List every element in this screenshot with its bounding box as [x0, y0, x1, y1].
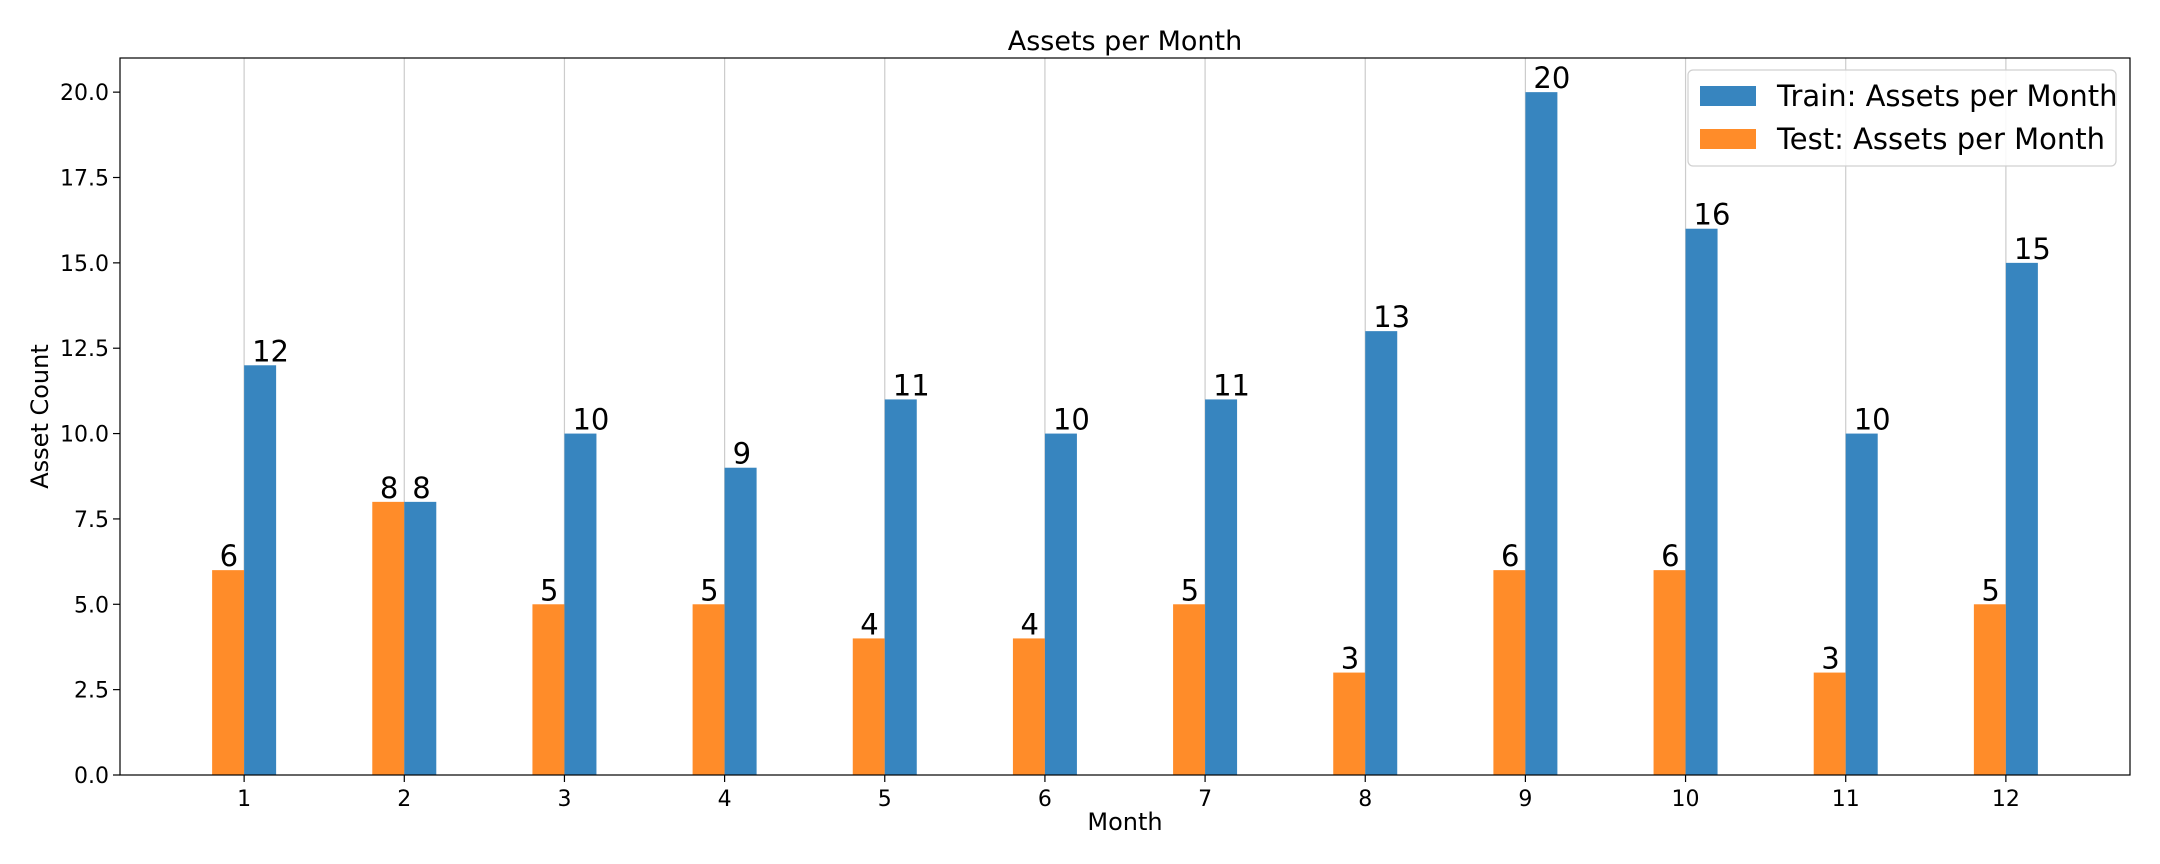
- train-bar: [2005, 262, 2038, 775]
- test-bar-label: 4: [1020, 607, 1038, 641]
- x-tick-label: 4: [718, 787, 732, 812]
- test-bar-label: 8: [380, 471, 398, 505]
- bar-labels: 6 12 8 8 5 10 5 9 4 11 4 10 5 11 3 13 6 20 6 16 3 10 5 15: [220, 61, 2051, 675]
- train-bar-label: 10: [1854, 403, 1891, 437]
- test-bar-label: 6: [220, 539, 238, 573]
- y-tick-label: 5.0: [74, 593, 109, 618]
- train-bar-label: 10: [572, 403, 609, 437]
- train-bar-label: 9: [733, 437, 751, 471]
- test-bar: [1493, 570, 1526, 775]
- train-bar: [564, 433, 597, 775]
- test-bar-label: 3: [1821, 642, 1839, 676]
- x-tick-label: 1: [237, 787, 251, 812]
- y-tick-label: 2.5: [74, 679, 109, 704]
- x-tick-label: 6: [1038, 787, 1052, 812]
- test-bar: [1653, 570, 1686, 775]
- test-bar-label: 3: [1341, 642, 1359, 676]
- test-bar-label: 5: [700, 573, 718, 607]
- x-tick-label: 12: [1992, 787, 2020, 812]
- train-bar: [404, 501, 437, 775]
- x-axis-label: Month: [1087, 808, 1162, 836]
- x-axis-ticks: 1 2 3 4 5 6 7 8 9 10 11 12: [237, 775, 2020, 812]
- x-tick-label: 3: [557, 787, 571, 812]
- train-bar-label: 16: [1694, 198, 1731, 232]
- plot-frame: [119, 57, 2131, 776]
- test-bar: [532, 604, 565, 775]
- test-bar: [1973, 604, 2006, 775]
- legend-label: Train: Assets per Month: [1776, 79, 2117, 113]
- test-bar: [1012, 638, 1045, 775]
- x-tick-label: 10: [1672, 787, 1700, 812]
- train-bar: [244, 365, 277, 775]
- test-bar-label: 4: [860, 607, 878, 641]
- train-bar: [1845, 433, 1878, 775]
- test-bar-label: 6: [1501, 539, 1519, 573]
- test-bar-label: 5: [540, 573, 558, 607]
- legend-swatch: [1700, 129, 1756, 149]
- test-bar: [212, 570, 245, 775]
- x-tick-label: 7: [1198, 787, 1212, 812]
- train-bar-label: 8: [412, 471, 430, 505]
- test-bar: [852, 638, 885, 775]
- x-tick-label: 8: [1358, 787, 1372, 812]
- train-bar: [1365, 331, 1398, 775]
- legend-swatch: [1700, 86, 1756, 106]
- train-bar: [884, 399, 917, 775]
- x-tick-label: 11: [1832, 787, 1860, 812]
- train-bar: [1685, 228, 1718, 775]
- y-tick-label: 0.0: [74, 764, 109, 789]
- train-bar: [1525, 92, 1558, 775]
- test-bar-label: 5: [1181, 573, 1199, 607]
- y-tick-label: 17.5: [60, 167, 109, 192]
- x-tick-label: 9: [1518, 787, 1532, 812]
- chart-title: Assets per Month: [1008, 26, 1243, 57]
- train-bar: [1044, 433, 1077, 775]
- test-bar: [692, 604, 725, 775]
- y-axis-label: Asset Count: [26, 344, 54, 489]
- test-bar-label: 5: [1981, 573, 1999, 607]
- test-bar: [1173, 604, 1206, 775]
- x-tick-label: 5: [878, 787, 892, 812]
- legend-label: Test: Assets per Month: [1776, 122, 2105, 156]
- x-tick-label: 2: [397, 787, 411, 812]
- y-tick-label: 15.0: [60, 252, 109, 277]
- train-bar: [1205, 399, 1238, 775]
- train-bar-label: 15: [2014, 232, 2051, 266]
- train-bar-label: 10: [1053, 403, 1090, 437]
- test-bar: [372, 501, 405, 775]
- legend: Train: Assets per Month Test: Assets per …: [1687, 69, 2117, 167]
- test-bar: [1333, 672, 1366, 775]
- train-bar-label: 12: [252, 334, 289, 368]
- legend-box: [1687, 69, 2117, 167]
- y-tick-label: 10.0: [60, 423, 109, 448]
- y-axis-ticks: 0.0 2.5 5.0 7.5 10.0 12.5 15.0 17.5 20.0: [60, 81, 120, 789]
- test-bar-label: 6: [1661, 539, 1679, 573]
- train-bar-label: 11: [1213, 368, 1250, 402]
- train-bar: [724, 467, 757, 775]
- train-bar-label: 13: [1373, 300, 1410, 334]
- y-tick-label: 7.5: [74, 508, 109, 533]
- y-tick-label: 20.0: [60, 81, 109, 106]
- bars: [212, 92, 2038, 775]
- train-bar-label: 11: [893, 368, 930, 402]
- train-bar-label: 20: [1533, 61, 1570, 95]
- y-tick-label: 12.5: [60, 337, 109, 362]
- test-bar: [1813, 672, 1846, 775]
